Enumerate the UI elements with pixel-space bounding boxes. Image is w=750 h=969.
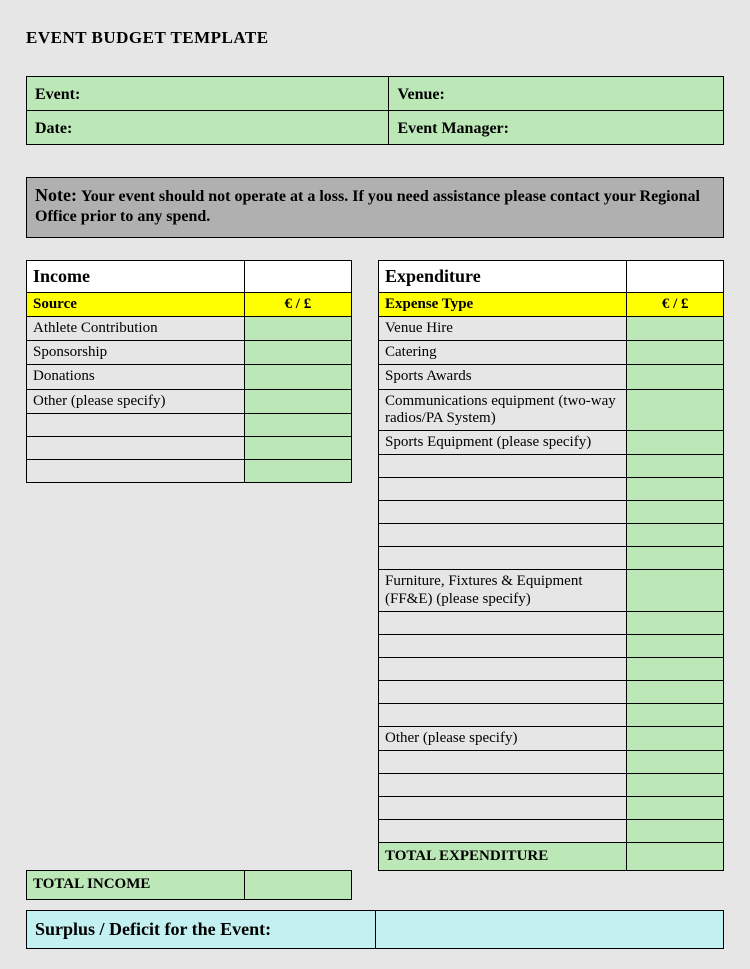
expenditure-row-amount[interactable]: [627, 797, 724, 820]
date-label[interactable]: Date:: [27, 111, 389, 145]
expenditure-row-label[interactable]: [379, 797, 627, 820]
income-source-header: Source: [27, 292, 245, 316]
expenditure-row-label[interactable]: [379, 501, 627, 524]
income-row-label[interactable]: [27, 413, 245, 436]
income-total-value[interactable]: [244, 871, 351, 899]
expenditure-row-label[interactable]: [379, 774, 627, 797]
expenditure-row-amount[interactable]: [627, 726, 724, 750]
expenditure-row-label[interactable]: Furniture, Fixtures & Equipment (FF&E) (…: [379, 570, 627, 612]
income-row-amount[interactable]: [244, 459, 351, 482]
expenditure-row-amount[interactable]: [627, 478, 724, 501]
income-section-blank: [244, 261, 351, 293]
expenditure-row-amount[interactable]: [627, 703, 724, 726]
income-row-amount[interactable]: [244, 316, 351, 340]
note-label: Note:: [35, 185, 77, 205]
income-row-amount[interactable]: [244, 389, 351, 413]
surplus-label: Surplus / Deficit for the Event:: [27, 910, 376, 948]
expenditure-row-label[interactable]: [379, 611, 627, 634]
income-total-label: TOTAL INCOME: [27, 871, 245, 899]
income-spacer-cell: [27, 483, 245, 871]
expenditure-row-label[interactable]: Sports Awards: [379, 365, 627, 389]
income-row-label[interactable]: [27, 459, 245, 482]
surplus-table: Surplus / Deficit for the Event:: [26, 910, 724, 949]
expenditure-total-value[interactable]: [627, 843, 724, 871]
venue-label[interactable]: Venue:: [389, 77, 724, 111]
expenditure-row-label[interactable]: [379, 455, 627, 478]
expenditure-row-amount[interactable]: [627, 501, 724, 524]
expenditure-row-amount[interactable]: [627, 431, 724, 455]
expenditure-row-amount[interactable]: [627, 680, 724, 703]
expenditure-amount-header: € / £: [627, 292, 724, 316]
event-label[interactable]: Event:: [27, 77, 389, 111]
surplus-value[interactable]: [375, 910, 724, 948]
expenditure-row-amount[interactable]: [627, 611, 724, 634]
expenditure-row-amount[interactable]: [627, 657, 724, 680]
income-row-label[interactable]: [27, 436, 245, 459]
expenditure-row-amount[interactable]: [627, 774, 724, 797]
expenditure-total-label: TOTAL EXPENDITURE: [379, 843, 627, 871]
income-row-label[interactable]: Other (please specify): [27, 389, 245, 413]
expenditure-row-label[interactable]: [379, 657, 627, 680]
expenditure-row-amount[interactable]: [627, 820, 724, 843]
page-title: EVENT BUDGET TEMPLATE: [26, 28, 724, 48]
expenditure-table: Expenditure Expense Type € / £ Venue Hir…: [378, 260, 724, 871]
income-table: Income Source € / £ Athlete Contribution…: [26, 260, 352, 483]
expenditure-type-header: Expense Type: [379, 292, 627, 316]
income-row-label[interactable]: Donations: [27, 365, 245, 389]
expenditure-row-label[interactable]: [379, 478, 627, 501]
expenditure-row-amount[interactable]: [627, 316, 724, 340]
expenditure-row-label[interactable]: Sports Equipment (please specify): [379, 431, 627, 455]
income-row-amount[interactable]: [244, 413, 351, 436]
note-box: Note: Your event should not operate at a…: [26, 177, 724, 238]
expenditure-row-label[interactable]: [379, 547, 627, 570]
expenditure-section-blank: [627, 261, 724, 293]
expenditure-row-amount[interactable]: [627, 455, 724, 478]
expenditure-row-amount[interactable]: [627, 547, 724, 570]
expenditure-row-label[interactable]: [379, 820, 627, 843]
income-row-label[interactable]: Sponsorship: [27, 341, 245, 365]
expenditure-row-label[interactable]: Communications equipment (two-way radios…: [379, 389, 627, 431]
expenditure-row-label[interactable]: Catering: [379, 341, 627, 365]
expenditure-row-label[interactable]: Other (please specify): [379, 726, 627, 750]
expenditure-row-label[interactable]: [379, 703, 627, 726]
expenditure-row-amount[interactable]: [627, 751, 724, 774]
expenditure-row-label[interactable]: [379, 524, 627, 547]
expenditure-row-label[interactable]: Venue Hire: [379, 316, 627, 340]
expenditure-row-label[interactable]: [379, 634, 627, 657]
expenditure-row-amount[interactable]: [627, 570, 724, 612]
manager-label[interactable]: Event Manager:: [389, 111, 724, 145]
expenditure-row-label[interactable]: [379, 680, 627, 703]
expenditure-section-title: Expenditure: [379, 261, 627, 293]
income-row-label[interactable]: Athlete Contribution: [27, 316, 245, 340]
income-row-amount[interactable]: [244, 365, 351, 389]
expenditure-row-amount[interactable]: [627, 524, 724, 547]
expenditure-row-amount[interactable]: [627, 341, 724, 365]
income-amount-header: € / £: [244, 292, 351, 316]
income-row-amount[interactable]: [244, 341, 351, 365]
expenditure-row-amount[interactable]: [627, 365, 724, 389]
income-spacer-cell: [244, 483, 351, 871]
income-row-amount[interactable]: [244, 436, 351, 459]
expenditure-row-label[interactable]: [379, 751, 627, 774]
expenditure-row-amount[interactable]: [627, 389, 724, 431]
event-info-table: Event: Venue: Date: Event Manager:: [26, 76, 724, 145]
note-text: Your event should not operate at a loss.…: [35, 188, 700, 225]
income-section-title: Income: [27, 261, 245, 293]
expenditure-row-amount[interactable]: [627, 634, 724, 657]
